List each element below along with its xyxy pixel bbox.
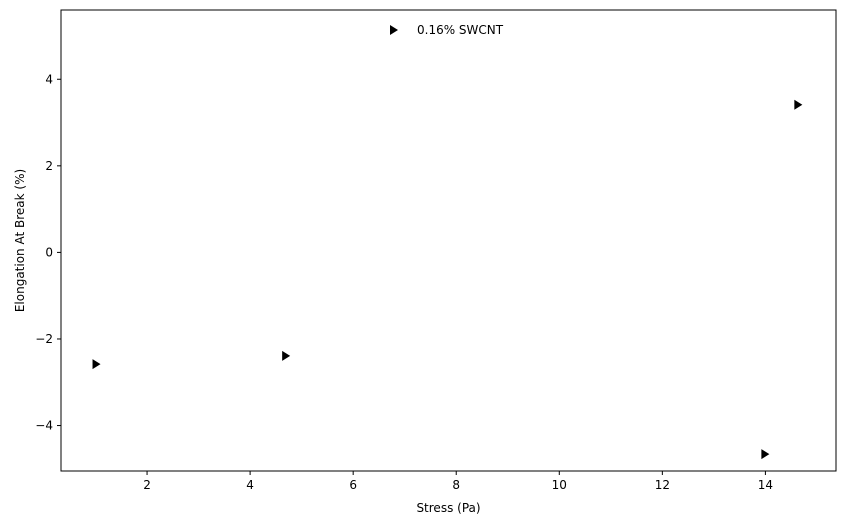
legend-marker	[390, 25, 398, 35]
y-tick-label: 4	[45, 72, 53, 86]
data-point	[761, 449, 770, 460]
data-points	[92, 99, 803, 460]
x-tick-label: 6	[349, 478, 357, 492]
x-axis-ticks: 2 4 6 8 10 12 14	[143, 471, 773, 492]
x-tick-label: 12	[655, 478, 670, 492]
data-point	[92, 359, 101, 370]
y-tick-label: −2	[35, 332, 53, 346]
x-tick-label: 14	[758, 478, 773, 492]
y-axis-ticks: −4 −2 0 2 4	[35, 72, 61, 433]
y-tick-label: 0	[45, 245, 53, 259]
data-point	[282, 350, 291, 361]
data-point	[794, 99, 803, 110]
y-tick-label: −4	[35, 419, 53, 433]
y-tick-label: 2	[45, 159, 53, 173]
x-tick-label: 4	[246, 478, 254, 492]
x-axis-label: Stress (Pa)	[416, 501, 480, 515]
x-tick-label: 2	[143, 478, 151, 492]
legend-label: 0.16% SWCNT	[417, 23, 504, 37]
x-tick-label: 10	[552, 478, 567, 492]
y-axis-label: Elongation At Break (%)	[13, 169, 27, 312]
x-tick-label: 8	[452, 478, 460, 492]
legend: 0.16% SWCNT	[390, 23, 504, 37]
plot-area-frame	[60, 9, 837, 472]
